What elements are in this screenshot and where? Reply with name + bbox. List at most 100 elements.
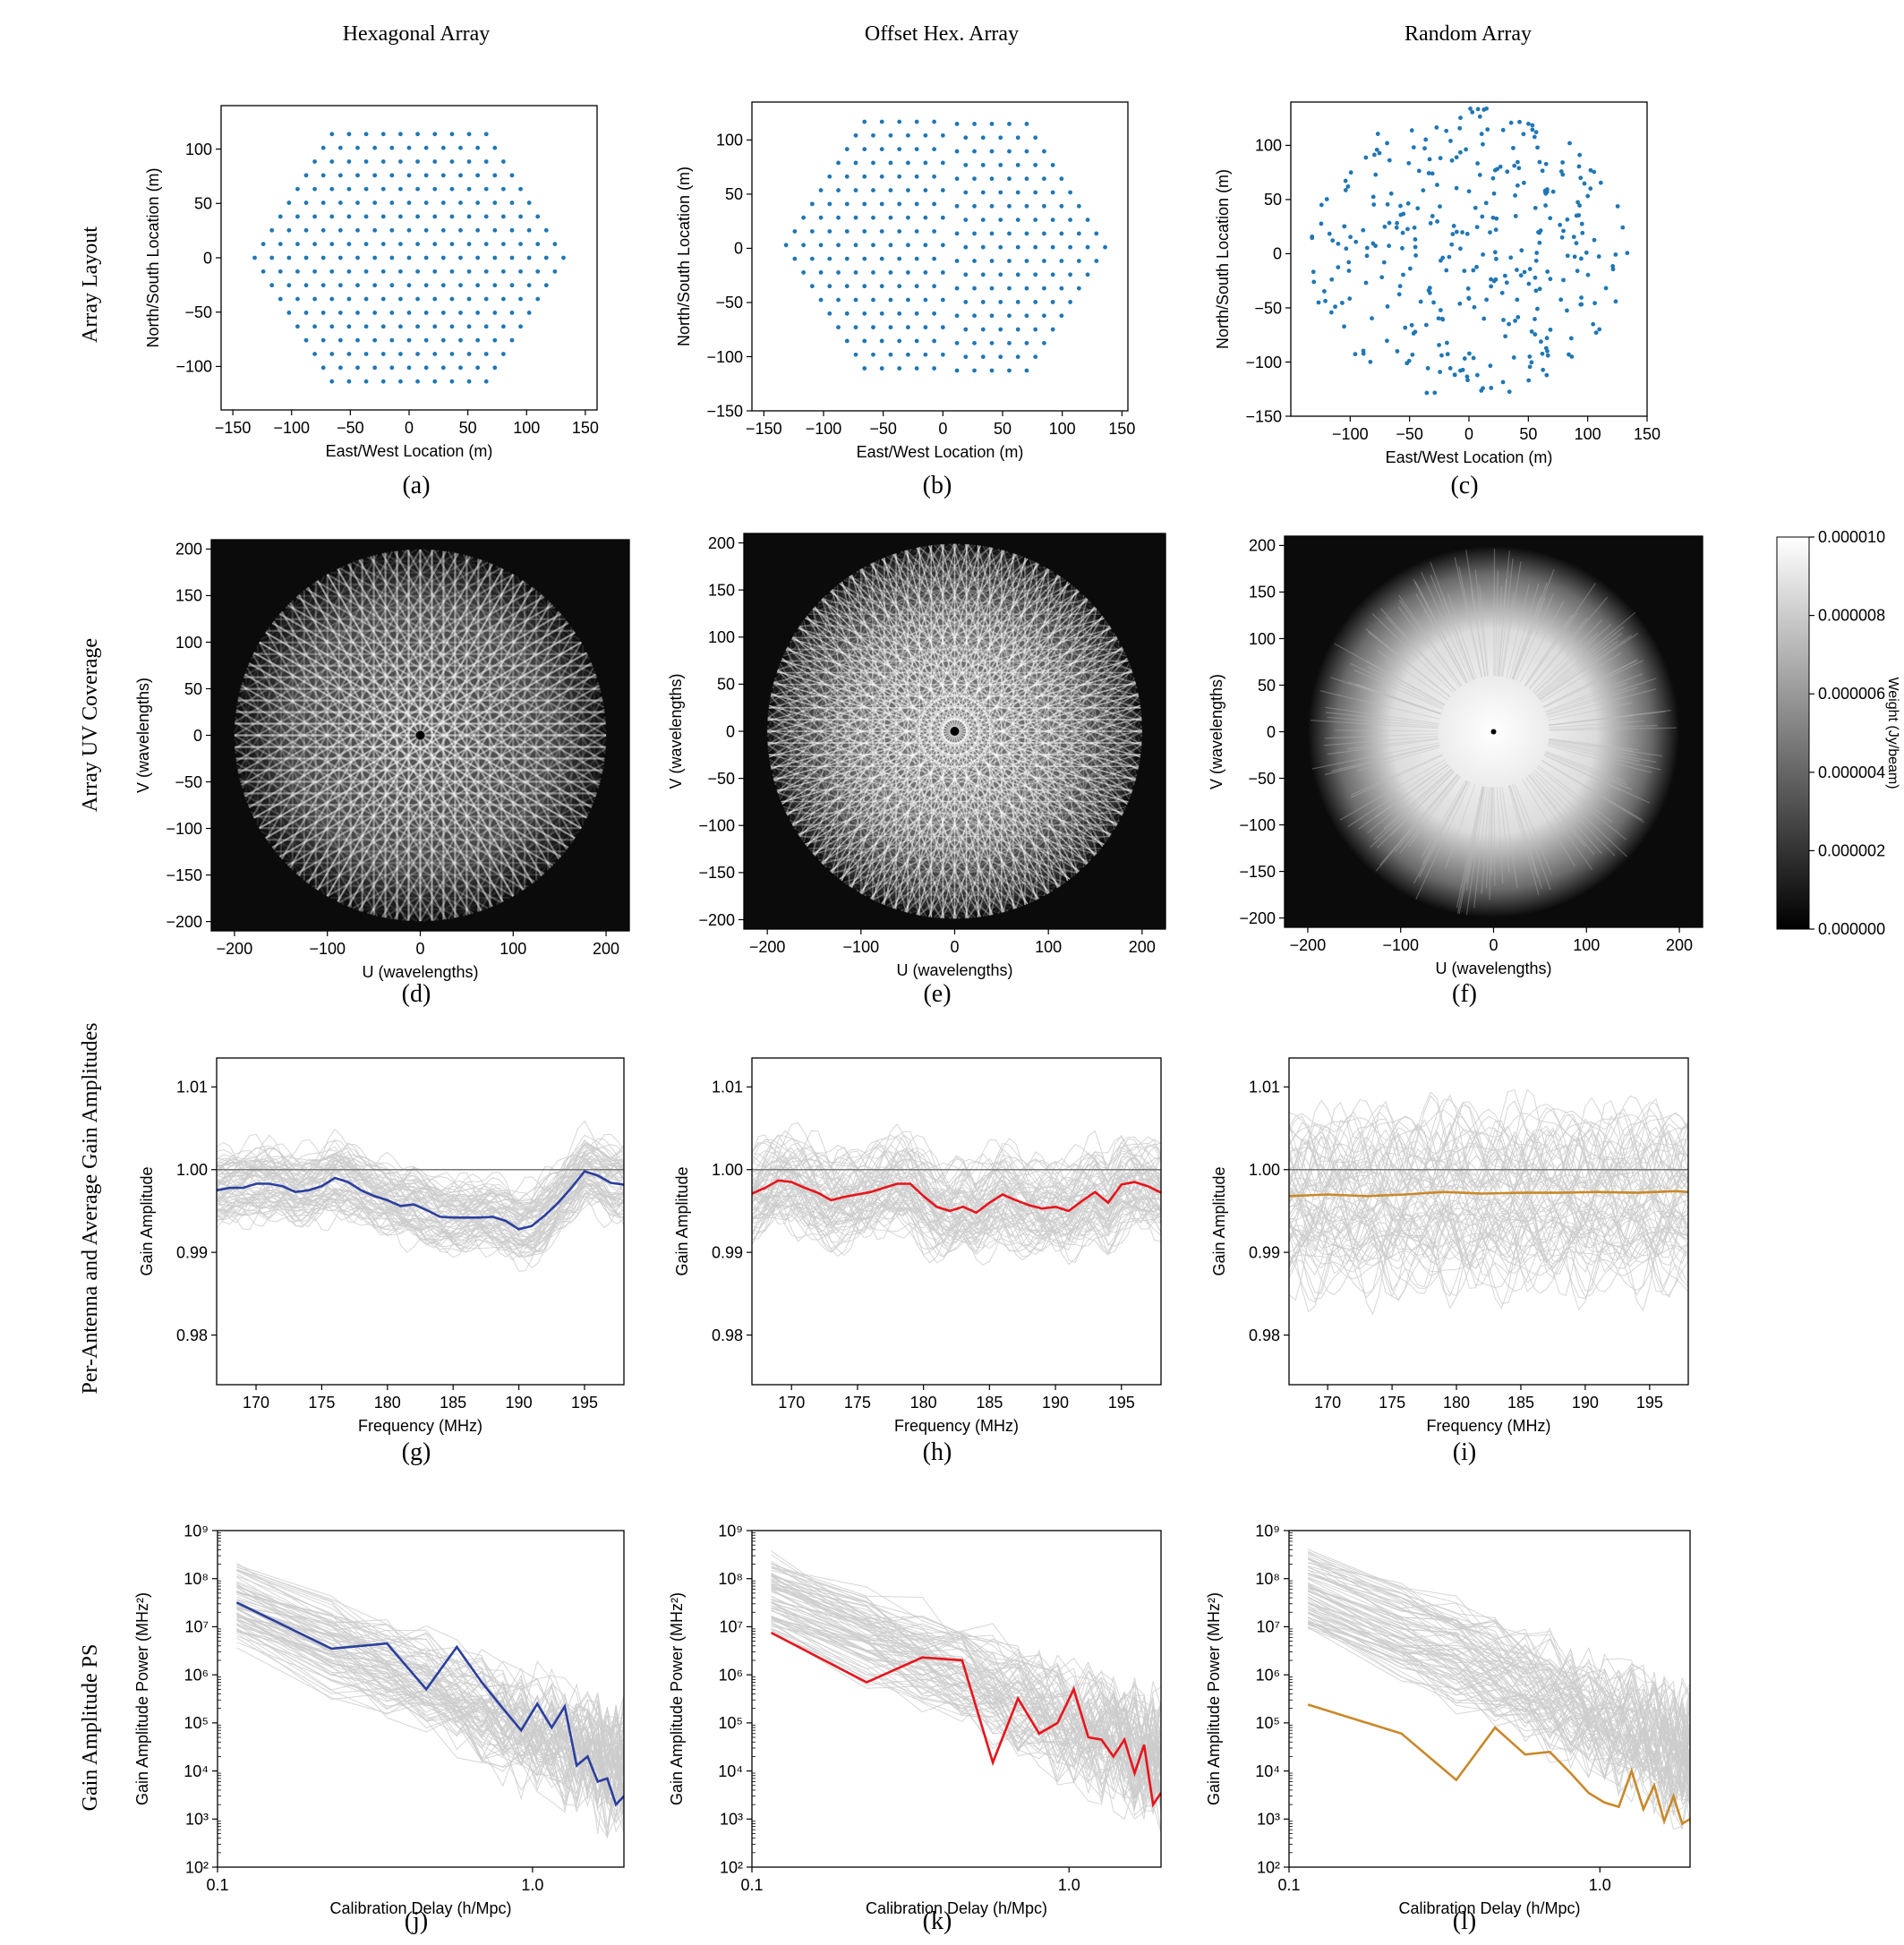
- antenna-point: [363, 352, 369, 356]
- antenna-gain-curve: [1289, 1130, 1688, 1258]
- y-tick-label: 10⁷: [1256, 1618, 1280, 1636]
- antenna-point: [535, 269, 541, 274]
- antenna-ps-curve: [1307, 1573, 1690, 1758]
- antenna-point: [1436, 316, 1441, 321]
- antenna-point: [827, 174, 832, 179]
- antenna-point: [389, 311, 395, 315]
- antenna-point: [406, 200, 412, 205]
- antenna-point: [475, 365, 481, 371]
- antenna-point: [1519, 248, 1524, 253]
- antenna-point: [1324, 197, 1329, 201]
- x-tick-label: 185: [976, 1394, 1003, 1412]
- y-tick-label: 10⁶: [719, 1666, 743, 1684]
- uv-streak: [1490, 787, 1494, 875]
- uv-streak: [1548, 741, 1657, 763]
- antenna-gain-curve: [752, 1182, 1161, 1226]
- antenna-gain-curve: [752, 1164, 1161, 1235]
- uv-fringe: [338, 747, 607, 904]
- panel-e-offset-uv: −200 −100 0 100 200−200−150−100−500501001502…: [667, 533, 1166, 979]
- antenna-point: [914, 229, 919, 234]
- antenna-point: [260, 242, 266, 247]
- uv-fringe: [1043, 633, 1115, 897]
- antenna-gain-curve: [217, 1143, 624, 1216]
- uv-streak: [1524, 583, 1596, 687]
- y-tick-label: 200: [1249, 537, 1276, 555]
- antenna-point: [492, 227, 498, 233]
- uv-streak: [1479, 584, 1490, 677]
- antenna-point: [818, 188, 824, 192]
- uv-fringe: [791, 543, 956, 826]
- antenna-point: [862, 147, 867, 152]
- antenna-point: [1543, 345, 1549, 351]
- uv-fringe: [234, 580, 525, 750]
- antenna-ps-curve: [236, 1562, 624, 1751]
- antenna-point: [1548, 327, 1553, 332]
- antenna-point: [783, 243, 789, 248]
- antenna-point: [1458, 246, 1463, 252]
- antenna-point: [526, 283, 532, 288]
- uv-fringe: [766, 638, 1118, 734]
- y-tick-label: 10⁹: [1255, 1522, 1280, 1540]
- antenna-point: [500, 324, 506, 329]
- uv-streak: [1445, 784, 1476, 869]
- colorbar-tick-label: 0.000004: [1818, 763, 1885, 781]
- antenna-ps-curve: [1307, 1587, 1690, 1789]
- antenna-point: [862, 311, 867, 316]
- uv-fringe: [295, 696, 603, 875]
- antenna-point: [1515, 159, 1520, 165]
- antenna-point: [337, 145, 343, 150]
- antenna-point: [1007, 231, 1012, 236]
- uv-streak: [1501, 786, 1518, 889]
- antenna-gain-curve: [752, 1189, 1161, 1234]
- antenna-point: [1076, 203, 1081, 209]
- antenna-point: [355, 365, 360, 371]
- uv-fringe: [881, 581, 1069, 905]
- uv-fringe: [941, 626, 1111, 919]
- antenna-point: [906, 188, 910, 192]
- uv-fringe: [773, 598, 1088, 684]
- antenna-point: [1007, 122, 1012, 126]
- antenna-point: [1484, 297, 1490, 303]
- antenna-point: [1533, 332, 1538, 337]
- antenna-point: [372, 255, 378, 260]
- uv-fringe: [989, 589, 1079, 916]
- antenna-point: [1316, 300, 1321, 305]
- antenna-gain-curve: [1289, 1138, 1688, 1220]
- uv-fringe: [235, 592, 303, 705]
- colorbar-tick-label: 0.000002: [1818, 841, 1885, 859]
- uv-fringe: [909, 865, 1086, 914]
- antenna-point: [492, 283, 498, 288]
- uv-fringe: [241, 554, 379, 789]
- antenna-point: [415, 352, 420, 356]
- y-tick-label: 10⁵: [1256, 1714, 1280, 1732]
- uv-fringe: [798, 562, 1038, 628]
- uv-fringe: [968, 649, 1124, 919]
- antenna-point: [862, 201, 867, 207]
- y-tick-label: 50: [725, 185, 743, 203]
- uv-fringe: [271, 662, 593, 849]
- antenna-ps-curve: [236, 1591, 624, 1774]
- antenna-ps-curve: [1307, 1553, 1690, 1740]
- antenna-point: [1527, 354, 1533, 359]
- antenna-ps-curve: [236, 1617, 624, 1806]
- antenna-point: [871, 243, 875, 248]
- antenna-point: [1068, 190, 1072, 195]
- colorbar: 0.0000100.0000080.0000060.0000040.000002…: [1776, 528, 1900, 938]
- y-tick-label: 100: [175, 634, 202, 652]
- uv-fringe: [858, 636, 1117, 893]
- uv-fringe: [812, 669, 1132, 855]
- antenna-point: [423, 255, 429, 260]
- antenna-point: [312, 352, 318, 356]
- antenna-point: [1560, 172, 1566, 177]
- antenna-point: [372, 283, 378, 288]
- uv-streak: [1545, 750, 1625, 781]
- antenna-point: [1615, 204, 1620, 209]
- uv-fringe: [406, 630, 576, 922]
- antenna-gain-curve: [1289, 1109, 1688, 1144]
- y-tick-label: −50: [1254, 299, 1282, 317]
- x-tick-label: 0: [950, 938, 959, 956]
- uv-streak: [1509, 784, 1543, 890]
- antenna-point: [1471, 268, 1476, 273]
- uv-fringe: [843, 806, 1127, 883]
- antenna-point: [389, 365, 395, 371]
